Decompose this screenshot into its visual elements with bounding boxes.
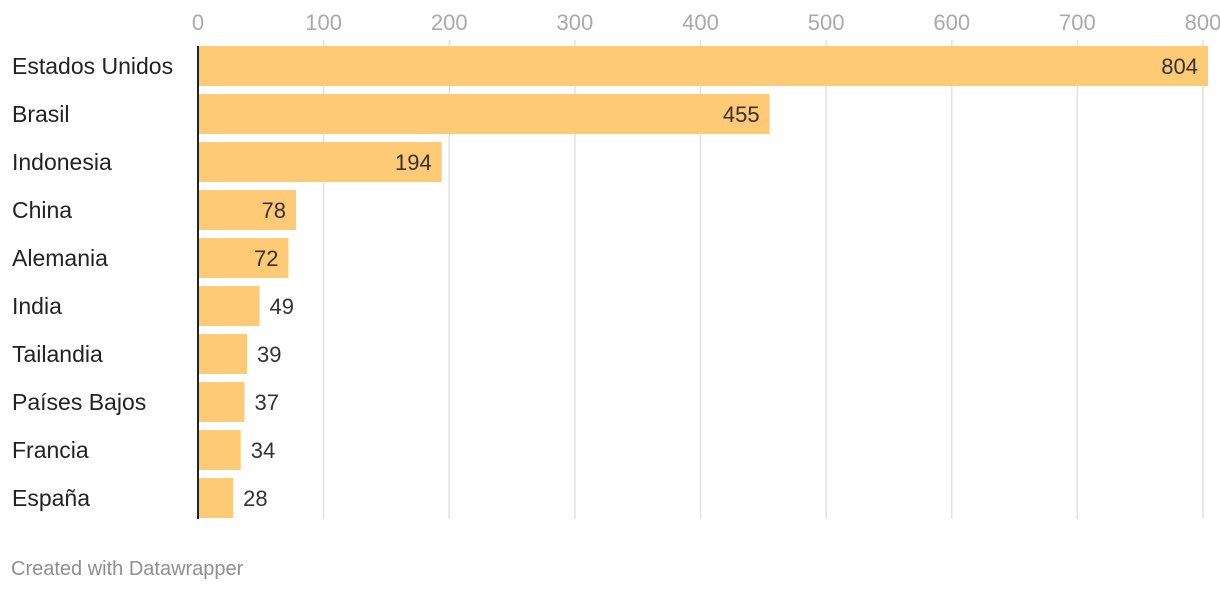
bar xyxy=(198,430,241,470)
bar xyxy=(198,94,770,134)
bar xyxy=(198,46,1209,86)
value-label: 34 xyxy=(251,438,275,463)
x-tick-label: 300 xyxy=(557,10,594,35)
x-tick-label: 200 xyxy=(431,10,468,35)
category-label: Alemania xyxy=(12,245,108,271)
category-label: Indonesia xyxy=(12,149,112,175)
bar xyxy=(198,238,289,278)
bar xyxy=(198,190,296,230)
bar xyxy=(198,142,442,182)
x-tick-label: 400 xyxy=(682,10,719,35)
value-label: 28 xyxy=(243,486,267,511)
value-label: 39 xyxy=(257,342,281,367)
x-tick-label: 500 xyxy=(808,10,845,35)
x-tick-label: 800 xyxy=(1185,10,1220,35)
bar xyxy=(198,478,234,518)
category-label: Estados Unidos xyxy=(12,53,173,79)
bar xyxy=(198,382,245,422)
value-label: 72 xyxy=(254,246,278,271)
value-label: 37 xyxy=(254,390,278,415)
x-tick-label: 700 xyxy=(1059,10,1096,35)
x-axis-ticks: 0 100 200 300 400 500 600 700 800 xyxy=(192,10,1220,35)
x-tick-label: 0 xyxy=(192,10,204,35)
category-label: Tailandia xyxy=(12,341,103,367)
category-label: Francia xyxy=(12,437,89,463)
category-labels: Estados Unidos Brasil Indonesia China Aleman… xyxy=(12,53,173,511)
category-label: Países Bajos xyxy=(12,389,146,415)
category-label: India xyxy=(12,293,62,319)
value-label: 455 xyxy=(723,102,760,127)
value-labels: 804 455 194 78 72 49 39 37 34 28 xyxy=(243,54,1198,511)
x-tick-label: 600 xyxy=(933,10,970,35)
bar xyxy=(198,334,247,374)
x-tick-label: 100 xyxy=(305,10,342,35)
bar xyxy=(198,286,260,326)
value-label: 49 xyxy=(270,294,294,319)
category-label: Brasil xyxy=(12,101,70,127)
category-label: China xyxy=(12,197,72,223)
value-label: 804 xyxy=(1161,54,1198,79)
bars xyxy=(198,46,1209,518)
value-label: 78 xyxy=(262,198,286,223)
datawrapper-credit: Created with Datawrapper xyxy=(11,558,244,580)
value-label: 194 xyxy=(395,150,432,175)
category-label: España xyxy=(12,485,90,511)
